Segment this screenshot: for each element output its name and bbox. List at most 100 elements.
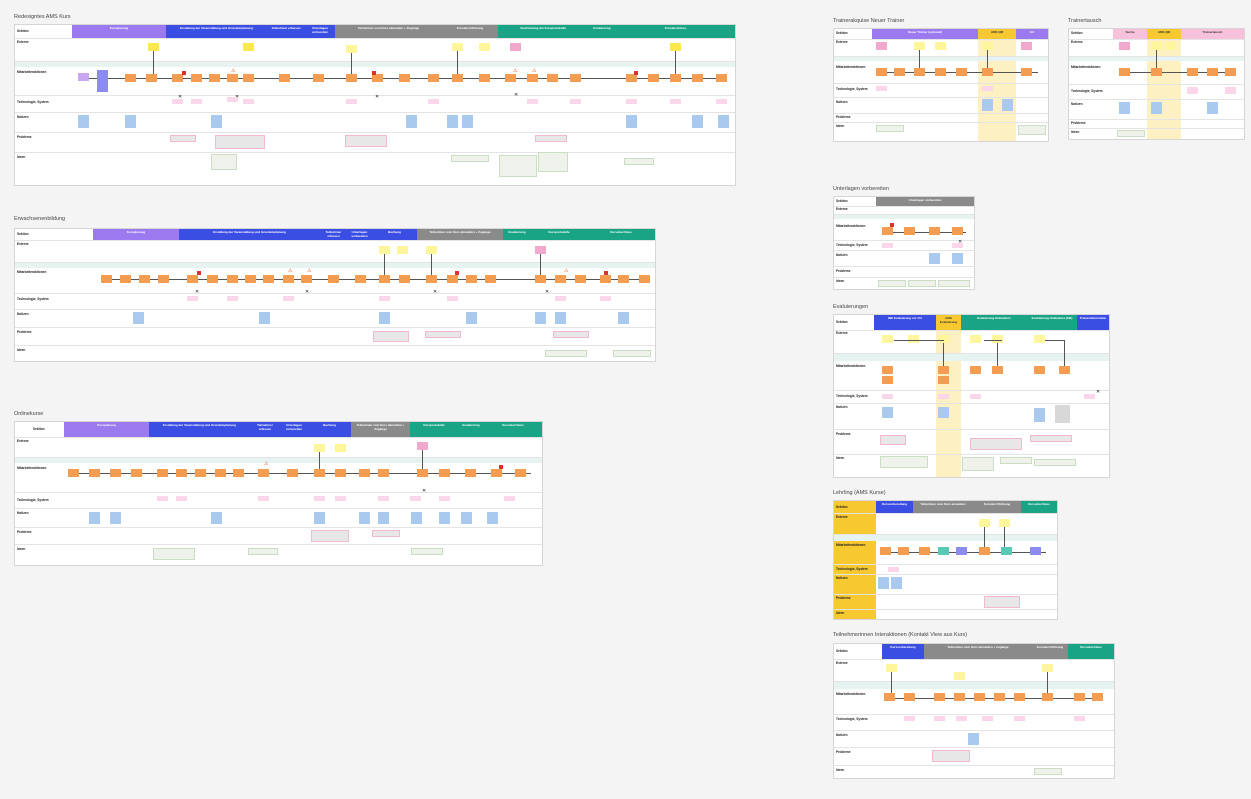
sticky-note[interactable]: [447, 296, 458, 301]
sticky-note[interactable]: [1055, 405, 1070, 423]
sticky-note[interactable]: [1151, 102, 1162, 114]
sticky-note[interactable]: [372, 74, 383, 82]
sticky-note[interactable]: [716, 74, 727, 82]
sticky-note[interactable]: [258, 469, 269, 477]
sticky-note[interactable]: [956, 547, 967, 555]
sticky-note[interactable]: [148, 43, 159, 51]
sticky-note[interactable]: [898, 547, 909, 555]
sticky-note[interactable]: [379, 296, 390, 301]
sticky-note[interactable]: [938, 407, 949, 418]
phase-header[interactable]: Kursdurchführung: [1032, 644, 1068, 659]
idea-note[interactable]: [499, 155, 537, 177]
sticky-note[interactable]: [999, 519, 1010, 527]
idea-note[interactable]: [248, 548, 278, 555]
sticky-note[interactable]: [461, 512, 472, 524]
phase-header[interactable]: Evaluierung: [458, 422, 484, 437]
sticky-note[interactable]: [1225, 68, 1236, 76]
sticky-note[interactable]: [974, 693, 985, 701]
sticky-note[interactable]: [428, 74, 439, 82]
sticky-note[interactable]: [211, 115, 222, 128]
sticky-note[interactable]: [894, 68, 905, 76]
journey-board[interactable]: Kursvorbereitung Teilnehmer vom Kurs abm…: [833, 643, 1115, 779]
idea-note[interactable]: [1000, 457, 1032, 464]
sticky-note[interactable]: [439, 469, 450, 477]
idea-note[interactable]: [938, 280, 970, 287]
sticky-note[interactable]: [880, 547, 891, 555]
sticky-note[interactable]: [718, 115, 729, 128]
sticky-note[interactable]: [207, 275, 218, 283]
phase-header[interactable]: Verarbeitung der Kursprotokolle: [498, 25, 588, 38]
sticky-note[interactable]: [886, 664, 897, 672]
sticky-note[interactable]: [428, 99, 439, 104]
phase-header[interactable]: Unterlagen vorbereiten: [876, 197, 974, 206]
sticky-note[interactable]: [716, 99, 727, 104]
sticky-note[interactable]: [527, 74, 538, 82]
phase-header[interactable]: Kursplanung: [93, 229, 179, 240]
sticky-note[interactable]: [535, 275, 546, 283]
idea-note[interactable]: [411, 548, 443, 555]
phase-header[interactable]: Kursabschluss: [1021, 501, 1057, 513]
sticky-note[interactable]: [1207, 102, 1218, 114]
sticky-note[interactable]: [406, 115, 417, 128]
sticky-note[interactable]: [982, 99, 993, 111]
sticky-note[interactable]: [1042, 693, 1053, 701]
idea-note[interactable]: [880, 456, 928, 468]
sticky-note[interactable]: [1021, 42, 1032, 50]
sticky-note[interactable]: [1021, 68, 1032, 76]
sticky-note[interactable]: [934, 716, 945, 721]
sticky-note[interactable]: [938, 394, 949, 399]
sticky-note[interactable]: [139, 275, 150, 283]
sticky-note[interactable]: [527, 99, 538, 104]
phase-header[interactable]: IBE Evaluierung vor Ort: [874, 315, 936, 330]
phase-header[interactable]: Ert: [1016, 29, 1048, 39]
sticky-note[interactable]: [952, 243, 963, 248]
sticky-note[interactable]: [919, 547, 930, 555]
sticky-note[interactable]: [233, 469, 244, 477]
sticky-note[interactable]: [215, 469, 226, 477]
sticky-note[interactable]: [992, 366, 1003, 374]
sticky-note[interactable]: [535, 312, 546, 324]
problem-note[interactable]: [932, 750, 970, 762]
sticky-note[interactable]: [243, 43, 254, 51]
sticky-note[interactable]: [670, 99, 681, 104]
sticky-note[interactable]: [1014, 716, 1025, 721]
phase-header[interactable]: Kursvorbereitung: [876, 501, 913, 513]
sticky-note[interactable]: [891, 577, 902, 589]
phase-header[interactable]: Evaluierung: [588, 25, 616, 38]
phase-header[interactable]: Erstellung der Veranstaltung und Grundei…: [179, 229, 320, 240]
sticky-note[interactable]: [929, 253, 940, 264]
sticky-note[interactable]: [379, 246, 390, 254]
phase-header[interactable]: Erstellung der Veranstaltung und Grundei…: [149, 422, 250, 437]
sticky-note[interactable]: [952, 227, 963, 235]
sticky-note[interactable]: [452, 74, 463, 82]
sticky-note[interactable]: [876, 42, 887, 50]
sticky-note[interactable]: [346, 74, 357, 82]
sticky-note[interactable]: [979, 547, 990, 555]
sticky-note[interactable]: [125, 115, 136, 128]
problem-note[interactable]: [535, 135, 567, 142]
sticky-note[interactable]: [417, 469, 428, 477]
sticky-note[interactable]: [68, 469, 79, 477]
sticky-note[interactable]: [447, 275, 458, 283]
sticky-note[interactable]: [882, 366, 893, 374]
phase-header[interactable]: Unterlagen vorbereiten: [280, 422, 308, 437]
sticky-note[interactable]: [378, 496, 389, 501]
phase-header[interactable]: Kursprotokolle: [410, 422, 458, 437]
sticky-note[interactable]: [378, 512, 389, 524]
phase-header[interactable]: Suche: [1113, 29, 1147, 39]
sticky-note[interactable]: [982, 86, 993, 91]
sticky-note[interactable]: [515, 469, 526, 477]
sticky-note[interactable]: [328, 275, 339, 283]
journey-board[interactable]: IBE Evaluierung vor Ort AMS Evaluierung …: [833, 314, 1110, 478]
idea-note[interactable]: [624, 158, 654, 165]
sticky-note[interactable]: [359, 512, 370, 524]
sticky-note[interactable]: [133, 312, 144, 324]
journey-board[interactable]: Suche AMS QM Trainertausch Sektion Exter…: [1068, 28, 1245, 140]
sticky-note[interactable]: [411, 512, 422, 524]
idea-note[interactable]: [876, 125, 904, 132]
sticky-note[interactable]: [914, 42, 925, 50]
problem-note[interactable]: [880, 435, 906, 445]
sticky-note[interactable]: [101, 275, 112, 283]
idea-note[interactable]: [1018, 125, 1046, 135]
sticky-note[interactable]: [954, 672, 965, 680]
